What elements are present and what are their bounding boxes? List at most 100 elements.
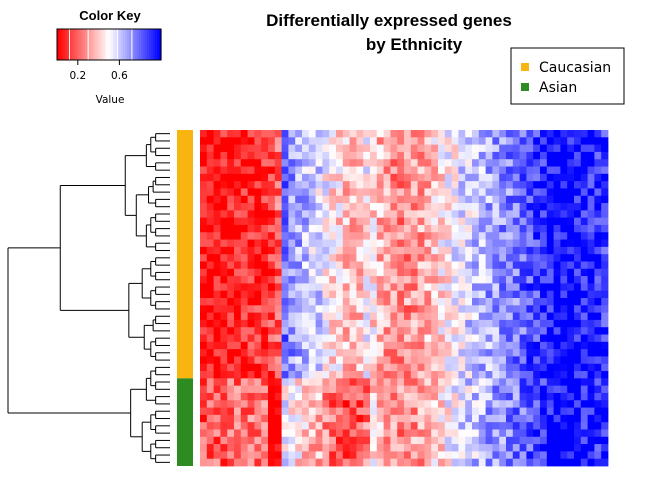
heatmap-cell [322,283,330,292]
heatmap-cell [281,414,289,423]
heatmap-cell [601,334,609,343]
heatmap-cell [288,159,296,167]
heatmap-cell [240,458,248,467]
heatmap-cell [533,181,541,189]
heatmap-cell [376,451,384,460]
heatmap-cell [240,371,248,379]
heatmap-cell [417,444,425,452]
heatmap-cell [404,239,412,248]
heatmap-cell [553,217,561,226]
heatmap-cell [261,436,269,445]
heatmap-cell [492,203,500,211]
heatmap-cell [234,429,242,438]
heatmap-cell [342,232,350,240]
heatmap-cell [485,407,493,416]
heatmap-cell [200,276,208,284]
heatmap-cell [546,268,554,277]
heatmap-cell [356,356,364,365]
heatmap-cell [601,327,609,335]
heatmap-cell [206,407,214,416]
heatmap-cell [560,298,568,306]
heatmap-cell [526,422,534,430]
heatmap-cell [526,232,534,240]
heatmap-cell [370,327,378,335]
heatmap-cell [574,305,582,313]
heatmap-cell [431,400,439,408]
heatmap-cell [546,217,554,226]
heatmap-cell [274,188,282,197]
heatmap-cell [295,232,303,240]
heatmap-cell [342,298,350,306]
heatmap-cell [376,246,384,255]
heatmap-cell [213,305,221,313]
heatmap-cell [410,151,418,160]
heatmap-cell [302,283,310,292]
heatmap-cell [431,392,439,401]
heatmap-cell [567,217,575,226]
heatmap-cell [315,458,323,467]
heatmap-cell [478,254,486,262]
heatmap-cell [574,436,582,445]
heatmap-cell [533,166,541,175]
heatmap-cell [546,254,554,262]
heatmap-cell [458,151,466,160]
heatmap-cell [363,203,371,211]
heatmap-cell [247,137,255,145]
heatmap-cell [200,429,208,438]
heatmap-cell [560,130,568,138]
heatmap-cell [492,422,500,430]
heatmap-cell [363,217,371,226]
heatmap-cell [587,429,595,438]
heatmap-cell [206,210,214,219]
heatmap-cell [220,378,228,387]
heatmap-cell [594,327,602,335]
heatmap-cell [322,246,330,255]
heatmap-cell [492,151,500,160]
heatmap-cell [268,356,276,365]
heatmap-cell [472,378,480,387]
heatmap-cell [281,392,289,401]
heatmap-cell [322,195,330,204]
heatmap-cell [417,239,425,248]
heatmap-cell [553,268,561,277]
heatmap-cell [431,173,439,182]
heatmap-cell [553,188,561,197]
heatmap-cell [336,400,344,408]
heatmap-cell [329,422,337,430]
heatmap-cell [410,144,418,153]
heatmap-cell [295,166,303,175]
heatmap-cell [342,283,350,292]
heatmap-cell [206,305,214,313]
heatmap-cell [383,203,391,211]
heatmap-cell [261,327,269,335]
heatmap-cell [444,414,452,423]
heatmap-cell [322,371,330,379]
heatmap-cell [417,173,425,182]
heatmap-cell [227,188,235,197]
heatmap-cell [587,444,595,452]
heatmap-cell [492,451,500,460]
heatmap-cell [397,436,405,445]
heatmap-cell [404,298,412,306]
heatmap-cell [424,276,432,284]
heatmap-cell [485,224,493,233]
heatmap-cell [512,349,520,357]
heatmap-cell [499,341,507,350]
heatmap-cell [383,327,391,335]
heatmap-cell [397,144,405,153]
heatmap-cell [451,400,459,408]
heatmap-cell [342,312,350,321]
heatmap-cell [540,210,548,219]
heatmap-cell [349,137,357,145]
heatmap-cell [594,159,602,167]
heatmap-cell [268,400,276,408]
heatmap-cell [519,392,527,401]
heatmap-cell [370,224,378,233]
heatmap-cell [560,319,568,328]
heatmap-cell [438,414,446,423]
heatmap-cell [404,283,412,292]
heatmap-cell [254,283,262,292]
heatmap-cell [234,210,242,219]
heatmap-cell [560,363,568,372]
heatmap-cell [567,246,575,255]
